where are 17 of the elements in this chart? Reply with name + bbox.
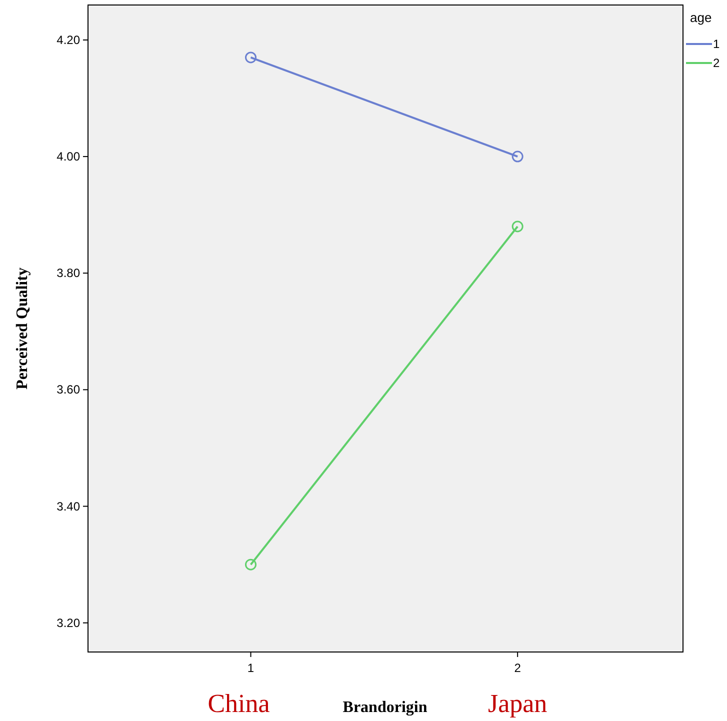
point [245,558,257,570]
point [512,150,524,162]
y-tick-label: 3.80 [56,266,80,280]
point [512,220,524,232]
x-axis-title: Brandorigin [342,699,428,716]
y-tick-label: 3.40 [56,499,80,514]
y-tick-label: 3.20 [56,616,80,630]
legend-title: age [690,10,712,25]
y-tick-label: 4.00 [56,150,80,164]
point [245,52,257,64]
legend-label: 1 [713,37,720,51]
y-axis-title: Perceived Quality [14,268,31,390]
text: Japan [488,689,548,718]
legend-label: 2 [713,56,720,70]
y-tick-label: 3.60 [56,382,80,397]
text: China [208,689,270,718]
y-tick-label: 4.20 [56,32,80,47]
